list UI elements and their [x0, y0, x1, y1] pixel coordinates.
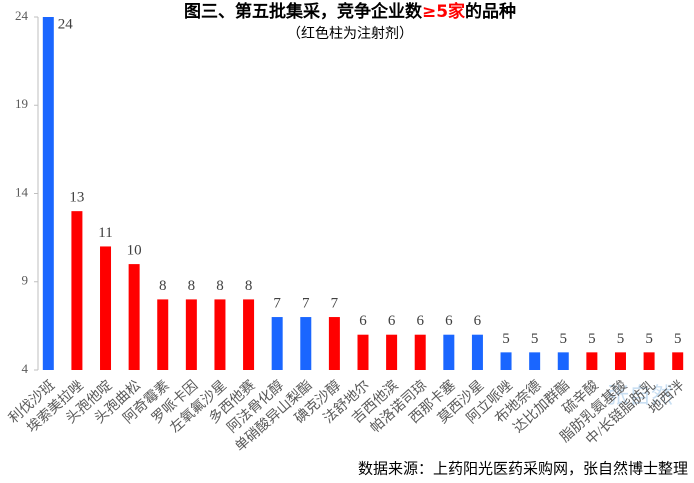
value-label: 5 — [560, 331, 568, 347]
bar — [243, 299, 255, 370]
bar — [271, 317, 283, 370]
bar — [128, 264, 140, 370]
bar — [42, 17, 54, 370]
bar — [672, 352, 684, 370]
bar — [557, 352, 569, 370]
bar — [443, 334, 455, 370]
source-note: 数据来源：上药阳光医药采购网，张自然博士整理 — [358, 460, 688, 477]
bar — [471, 334, 483, 370]
bar — [357, 334, 369, 370]
chart-title: 图三、第五批集采，竞争企业数≥5家的品种 — [184, 1, 516, 22]
bar — [328, 317, 340, 370]
value-label: 6 — [416, 313, 424, 329]
value-label: 6 — [388, 313, 396, 329]
chart-subtitle: （红色柱为注射剂） — [287, 25, 413, 42]
value-label: 8 — [245, 278, 253, 294]
bar — [100, 246, 112, 370]
title-part: 图三、第五批集采，竞争企业数 — [184, 1, 423, 22]
bar — [386, 334, 398, 370]
value-label: 5 — [617, 331, 625, 347]
bar — [414, 334, 426, 370]
bar — [643, 352, 655, 370]
value-label: 5 — [645, 331, 653, 347]
value-label: 6 — [359, 313, 367, 329]
value-label: 5 — [674, 331, 682, 347]
title-part: 的品种 — [465, 1, 516, 22]
value-label: 24 — [58, 16, 74, 32]
title-highlight: ≥5家 — [422, 1, 465, 22]
value-label: 10 — [127, 243, 142, 259]
bar — [500, 352, 512, 370]
bar — [185, 299, 197, 370]
value-label: 8 — [216, 278, 224, 294]
bar — [529, 352, 541, 370]
value-label: 5 — [588, 331, 596, 347]
value-label: 13 — [69, 190, 84, 206]
value-label: 5 — [502, 331, 510, 347]
value-label: 6 — [445, 313, 453, 329]
value-label: 8 — [159, 278, 167, 294]
value-label: 6 — [474, 313, 482, 329]
value-label: 7 — [302, 295, 310, 311]
y-tick-label: 24 — [15, 8, 29, 23]
bar — [300, 317, 312, 370]
bar — [214, 299, 226, 370]
y-tick-label: 4 — [22, 361, 29, 376]
bar — [586, 352, 598, 370]
y-tick-label: 19 — [15, 96, 28, 111]
bar — [71, 211, 83, 370]
value-label: 11 — [98, 225, 112, 241]
value-label: 8 — [188, 278, 196, 294]
bar — [614, 352, 626, 370]
value-label: 7 — [273, 295, 281, 311]
value-label: 5 — [531, 331, 539, 347]
value-label: 7 — [331, 295, 339, 311]
y-tick-label: 14 — [15, 184, 29, 199]
bar — [157, 299, 169, 370]
watermark: 张自然 — [607, 383, 673, 408]
y-tick-label: 9 — [22, 273, 29, 288]
